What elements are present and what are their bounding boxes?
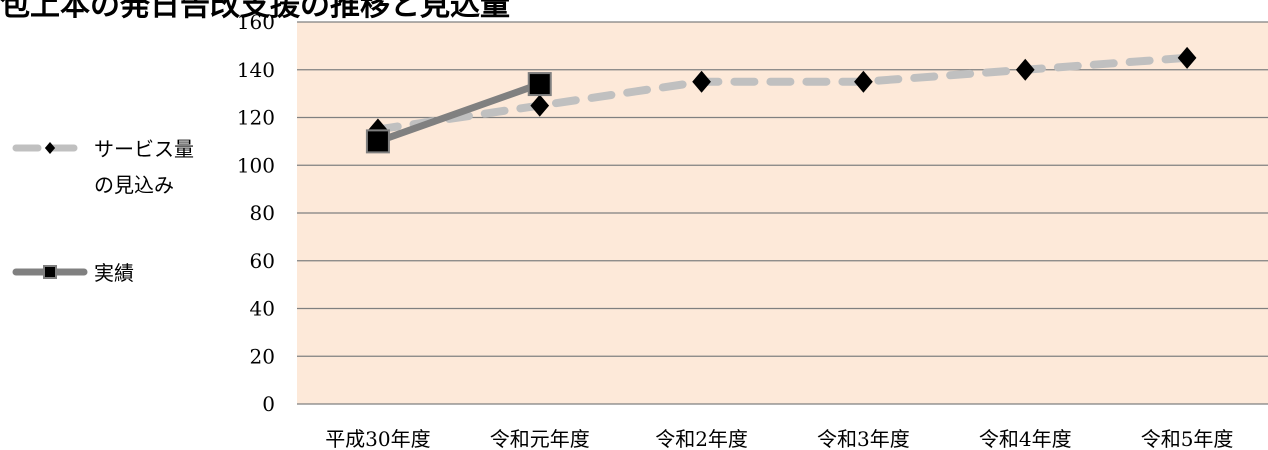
y-tick-label: 40	[250, 297, 275, 321]
legend-marker-diamond	[44, 142, 56, 154]
y-tick-label: 160	[237, 10, 275, 34]
chart-title: 包上本の発日告改支援の推移と見込量	[0, 0, 510, 23]
data-point-diamond	[692, 70, 711, 93]
x-tick-label: 令和3年度	[817, 427, 910, 450]
y-tick-label: 60	[250, 249, 275, 273]
legend-marker-square	[43, 265, 57, 279]
y-tick-label: 140	[237, 58, 275, 82]
y-tick-label: 20	[250, 344, 275, 368]
y-axis: 0 20 40 60 80 100 120 140 160	[237, 10, 275, 416]
legend-label: サービス量	[94, 137, 194, 161]
data-point-diamond	[1177, 46, 1197, 69]
x-tick-label: 令和元年度	[490, 427, 590, 450]
x-tick-label: 令和5年度	[1141, 427, 1234, 450]
y-tick-label: 120	[237, 106, 275, 130]
data-point-square	[527, 72, 552, 97]
data-point-diamond	[854, 70, 873, 93]
legend-label: の見込み	[94, 173, 174, 197]
series-line	[374, 80, 544, 145]
data-point-diamond	[1015, 58, 1035, 81]
data-point-square	[365, 129, 390, 154]
legend-label: 実績	[94, 261, 134, 285]
y-tick-label: 0	[262, 392, 275, 416]
x-tick-label: 令和2年度	[655, 427, 748, 450]
x-tick-label: 令和4年度	[979, 427, 1072, 450]
data-point-diamond	[530, 94, 550, 117]
y-tick-label: 80	[250, 201, 275, 225]
y-tick-label: 100	[237, 153, 275, 177]
x-tick-label: 平成30年度	[325, 427, 430, 450]
gridlines	[297, 21, 1268, 405]
series-layer	[365, 46, 1197, 154]
x-axis: 平成30年度 令和元年度 令和2年度 令和3年度 令和4年度 令和5年度	[325, 427, 1233, 450]
series-line	[373, 53, 1192, 134]
